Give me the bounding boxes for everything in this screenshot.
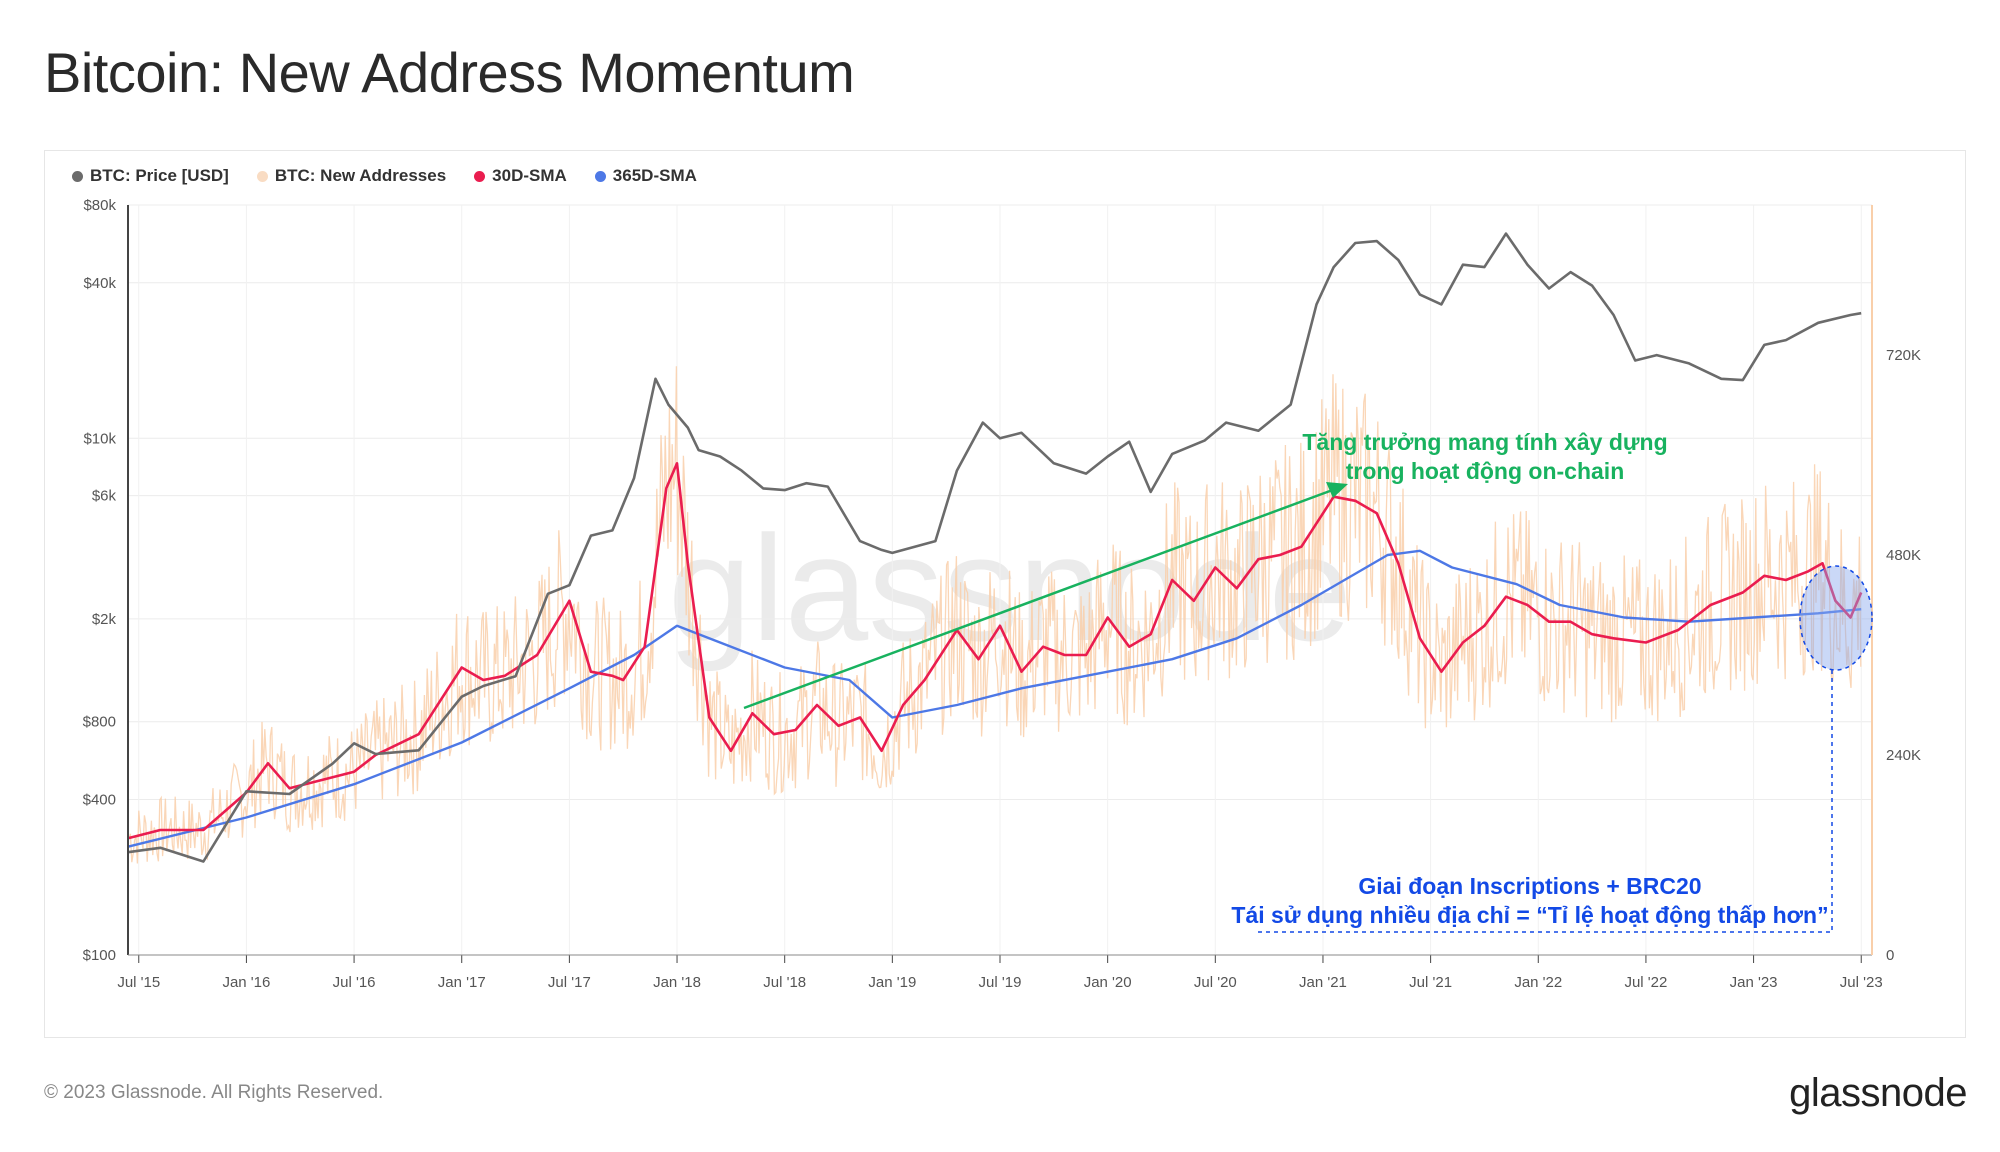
y-left-tick-label: $800 xyxy=(83,714,116,731)
y-left-tick-label: $80k xyxy=(83,197,116,214)
annotation-growth-line2: trong hoạt động on-chain xyxy=(1345,458,1625,484)
highlight-ellipse xyxy=(1799,565,1873,671)
sma365-line xyxy=(127,549,1862,848)
x-tick-label: Jul '19 xyxy=(979,974,1022,991)
page-title: Bitcoin: New Address Momentum xyxy=(44,41,855,104)
annotation-growth: Tăng trưởng mang tính xây dựng trong hoạ… xyxy=(1250,428,1720,486)
x-tick-label: Jan '22 xyxy=(1514,974,1562,991)
y-right-tick-label: 0 xyxy=(1886,947,1894,964)
legend-label-sma30: 30D-SMA xyxy=(492,166,567,185)
y-left-tick-label: $6k xyxy=(92,488,117,505)
x-tick-label: Jul '21 xyxy=(1409,974,1452,991)
brand-logo: glassnode xyxy=(1789,1071,1967,1115)
legend-item-new-addresses[interactable]: BTC: New Addresses xyxy=(256,166,447,186)
y-right-tick-label: 480K xyxy=(1886,547,1921,564)
growth-arrow-line xyxy=(743,486,1339,710)
x-tick-label: Jul '20 xyxy=(1194,974,1237,991)
growth-arrow-head xyxy=(1326,482,1348,498)
new-addresses-series xyxy=(128,366,1862,864)
x-tick-label: Jul '22 xyxy=(1624,974,1667,991)
y-left-tick-label: $100 xyxy=(83,947,116,964)
grid-lines xyxy=(128,204,1872,956)
annotation-growth-line1: Tăng trưởng mang tính xây dựng xyxy=(1302,429,1668,455)
x-tick-label: Jul '15 xyxy=(117,974,160,991)
price-line xyxy=(127,232,1862,863)
y-right-tick-label: 240K xyxy=(1886,747,1921,764)
x-tick-label: Jul '16 xyxy=(333,974,376,991)
y-right-tick-label: 720K xyxy=(1886,347,1921,364)
x-tick-label: Jul '23 xyxy=(1840,974,1883,991)
legend-label-price: BTC: Price [USD] xyxy=(90,166,229,185)
x-tick-label: Jan '18 xyxy=(653,974,701,991)
x-tick-label: Jul '18 xyxy=(763,974,806,991)
x-tick-label: Jan '20 xyxy=(1084,974,1132,991)
x-tick-label: Jan '17 xyxy=(438,974,486,991)
annotation-inscriptions: Giai đoạn Inscriptions + BRC20 Tái sử dụ… xyxy=(1180,872,1880,930)
chart-legend: BTC: Price [USD] BTC: New Addresses 30D-… xyxy=(72,166,697,186)
x-tick-label: Jul '17 xyxy=(548,974,591,991)
annotation-marks xyxy=(743,482,1873,933)
legend-label-new-addresses: BTC: New Addresses xyxy=(274,166,447,185)
legend-dot-price xyxy=(72,170,83,182)
x-tick-label: Jan '16 xyxy=(222,974,270,991)
x-tick-label: Jan '23 xyxy=(1730,974,1778,991)
x-tick-label: Jan '21 xyxy=(1299,974,1347,991)
series-lines xyxy=(127,232,1863,863)
y-left-tick-label: $400 xyxy=(83,791,116,808)
y-left-tick-label: $40k xyxy=(83,275,116,292)
new-addresses-line xyxy=(128,366,1862,864)
annotation-inscriptions-line1: Giai đoạn Inscriptions + BRC20 xyxy=(1358,873,1702,899)
legend-item-sma30[interactable]: 30D-SMA xyxy=(474,166,567,186)
axes: $100 $400 $800 $2k $6k $10k $40k $80k 0 240K 480K 7… xyxy=(83,197,1921,991)
y-left-tick-label: $2k xyxy=(92,611,117,628)
x-tick-label: Jan '19 xyxy=(868,974,916,991)
legend-item-sma365[interactable]: 365D-SMA xyxy=(594,166,697,186)
legend-dot-sma365 xyxy=(594,170,606,182)
legend-dot-sma30 xyxy=(474,170,486,182)
annotation-inscriptions-line2: Tái sử dụng nhiều địa chỉ = “Tỉ lệ hoạt … xyxy=(1231,902,1829,928)
legend-label-sma365: 365D-SMA xyxy=(612,166,697,185)
copyright-footer: © 2023 Glassnode. All Rights Reserved. xyxy=(44,1082,384,1103)
legend-dot-new-addresses xyxy=(256,170,268,182)
y-left-tick-label: $10k xyxy=(83,430,116,447)
legend-item-price[interactable]: BTC: Price [USD] xyxy=(72,166,229,186)
